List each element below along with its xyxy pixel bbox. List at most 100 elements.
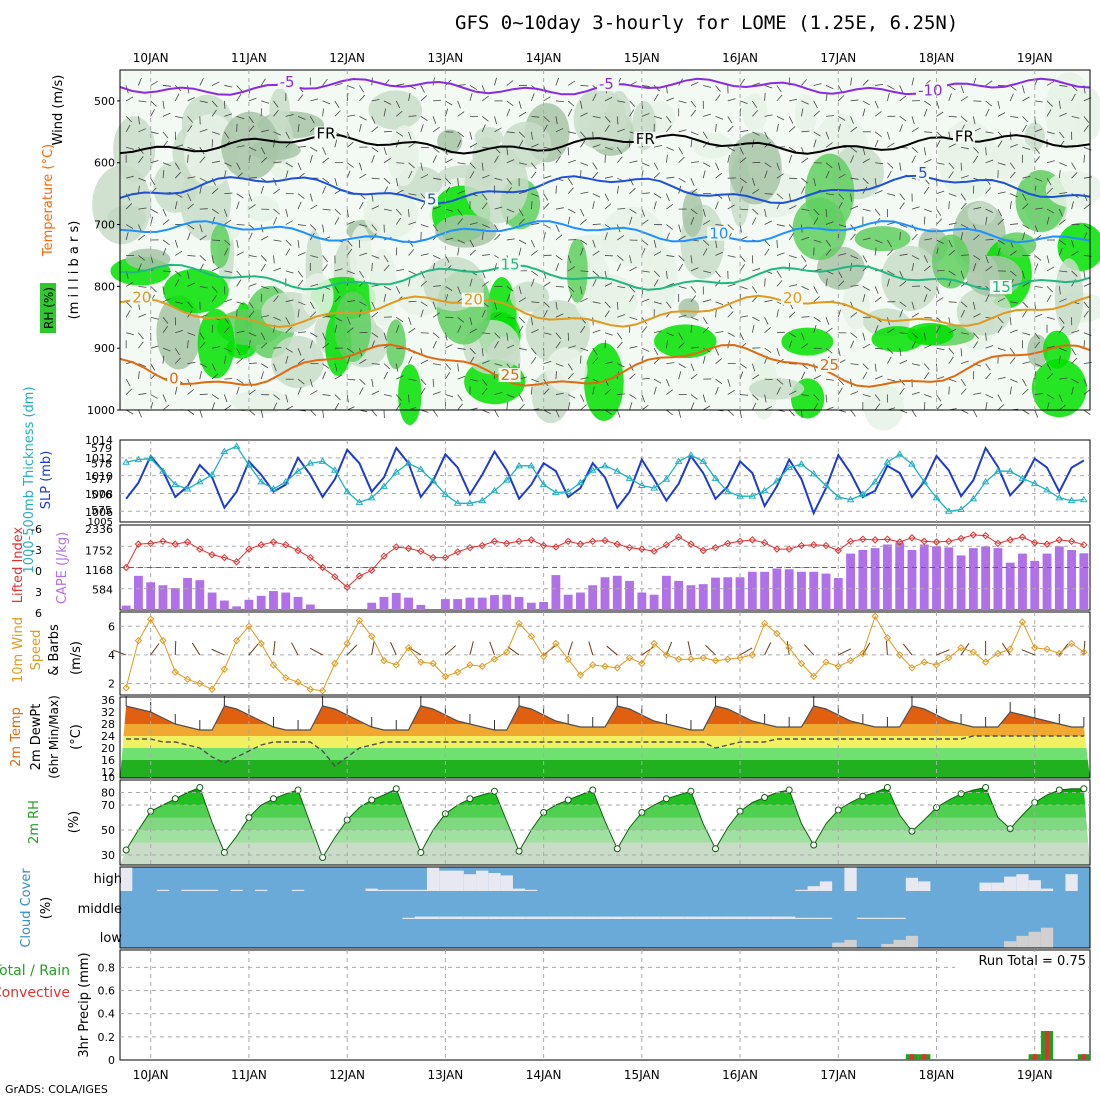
wind-barb — [948, 239, 953, 248]
wind-barb — [567, 286, 575, 293]
wind-barb — [482, 409, 490, 414]
wind-barb — [567, 294, 573, 302]
wind-barb — [125, 124, 131, 133]
upper-air-ylabel-wind: Wind (m/s) — [51, 75, 66, 146]
wind-barb — [666, 378, 670, 387]
lifted-index-point — [773, 545, 781, 553]
thickness-point — [232, 442, 241, 449]
wind-barb — [481, 232, 484, 241]
wind-barb — [248, 193, 253, 202]
wind-barb — [911, 332, 919, 339]
wind-barb — [223, 394, 228, 403]
wind-barb — [236, 378, 244, 384]
cape-bar — [760, 571, 770, 610]
lifted-tick--6: -6 — [31, 523, 42, 536]
wind-barb — [592, 193, 601, 198]
wind-barb — [445, 237, 454, 241]
lifted-index-point — [589, 537, 597, 545]
wind10m-point — [306, 685, 315, 693]
wind-barb — [260, 371, 264, 380]
wind-barb — [862, 208, 871, 212]
wind-barb — [383, 293, 387, 302]
wind-barb — [310, 311, 317, 318]
wind-barb — [653, 386, 657, 395]
wind-barb — [138, 255, 146, 261]
thickness-point — [195, 477, 204, 485]
slp-tick-1010: 1010 — [85, 470, 113, 483]
cape-bar — [649, 594, 659, 610]
wind-barb — [224, 162, 232, 167]
lifted-index-point — [724, 539, 732, 548]
wind-barb — [923, 108, 928, 117]
wind-barb — [604, 146, 613, 151]
wind-barb — [199, 371, 202, 380]
thickness-point — [330, 466, 339, 473]
wind-barb — [260, 78, 266, 86]
wind-barb — [850, 126, 858, 133]
wind10m-barb — [150, 643, 160, 656]
wind-barb — [212, 239, 221, 241]
wind-barb — [997, 239, 1005, 245]
wind-barb — [224, 131, 230, 139]
wind-barb — [666, 255, 675, 257]
wind-barb — [1071, 115, 1080, 119]
cloud-bar-high — [156, 889, 170, 891]
wind-barb — [518, 347, 527, 351]
wind-barb — [752, 131, 760, 136]
wind-barb — [408, 142, 416, 148]
wind-barb — [911, 301, 915, 310]
cape-bar — [207, 592, 217, 610]
rh2m-point — [785, 786, 793, 794]
cape-bar — [735, 577, 745, 610]
wind-barb — [592, 347, 598, 356]
wind-barb — [138, 77, 142, 86]
wind-barb — [285, 299, 294, 303]
lifted-index-point — [171, 540, 179, 548]
cloud-bar-high — [291, 889, 305, 891]
wind-barb — [617, 314, 625, 318]
cape-bar — [183, 577, 192, 610]
rh-shade — [997, 232, 1037, 258]
wind-barb — [776, 270, 782, 278]
wind-barb — [481, 124, 486, 132]
rh-shade — [956, 287, 1012, 336]
wind-barb — [420, 253, 429, 256]
wind-barb — [665, 270, 668, 279]
wind-barb — [629, 266, 637, 272]
wind-barb — [1059, 347, 1067, 352]
wind-barb — [948, 386, 950, 395]
wind-barb — [273, 188, 281, 194]
lifted-index-point — [674, 533, 683, 541]
slp-tick-1014: 1014 — [85, 434, 113, 447]
precip-tick-0.8: 0.8 — [98, 961, 116, 974]
wind-barb — [887, 270, 895, 276]
wind-barb — [727, 389, 735, 395]
wind-barb — [260, 263, 266, 272]
wind-barb — [506, 394, 515, 398]
wind-barb — [825, 394, 828, 403]
rh-shade — [334, 291, 372, 362]
wind-barb — [531, 162, 537, 170]
wind-barb — [813, 178, 816, 187]
wind-barb — [273, 255, 275, 264]
cape-bar — [698, 584, 708, 610]
wind-barb — [887, 193, 896, 196]
wind-barb — [727, 146, 736, 152]
rh-tick-50: 50 — [101, 824, 115, 837]
lifted-index-point — [245, 545, 253, 553]
wind-barb — [457, 347, 466, 350]
wind-barb — [211, 402, 216, 411]
wind-barb — [580, 247, 584, 256]
wind-barb — [445, 372, 450, 380]
lifted-index-point — [282, 541, 290, 549]
wind-barb — [1058, 286, 1061, 295]
wind-barb — [960, 96, 968, 102]
wind-barb — [187, 270, 190, 279]
wind-barb — [481, 95, 489, 102]
cloud-bar-middle — [746, 916, 759, 919]
wind-barb — [1034, 285, 1043, 288]
wind-barb — [457, 218, 464, 225]
wind10m-point — [785, 644, 793, 652]
wind-barb — [936, 403, 943, 411]
wind-barb — [469, 162, 476, 169]
